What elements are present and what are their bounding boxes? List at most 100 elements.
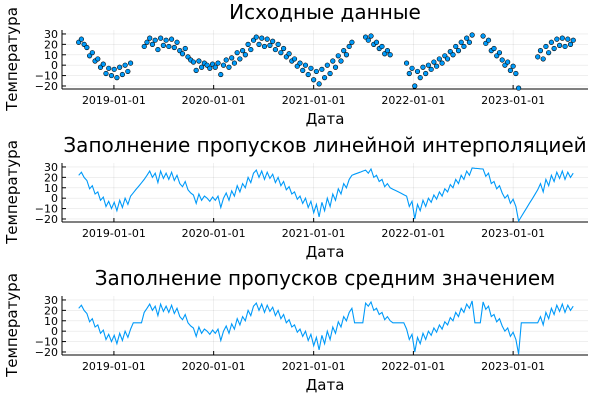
data-point xyxy=(182,45,188,52)
data-point xyxy=(335,53,341,59)
y-tick-label: 10 xyxy=(44,49,58,62)
subplot-title: Заполнение пропусков средним значением xyxy=(95,266,556,290)
data-point xyxy=(434,63,440,69)
data-point xyxy=(171,44,177,51)
data-point xyxy=(144,39,150,45)
data-point xyxy=(551,45,557,52)
data-point xyxy=(439,60,445,66)
data-point xyxy=(275,41,281,47)
data-point xyxy=(229,55,235,61)
plot-area: 2019-01-01 2020-01-01 2021-01-01 2022-01-01… xyxy=(35,294,588,373)
data-point xyxy=(431,59,437,65)
data-point xyxy=(420,64,426,70)
x-axis-label: Дата xyxy=(306,376,345,394)
data-point xyxy=(466,39,473,45)
y-tick-label: 10 xyxy=(44,315,58,328)
data-point xyxy=(365,37,371,43)
series-line xyxy=(78,300,574,355)
data-point xyxy=(373,39,380,45)
data-point xyxy=(272,46,279,53)
y-tick-label: −20 xyxy=(35,346,58,359)
data-point xyxy=(412,83,418,89)
x-tick-label: 2019-01-01 xyxy=(82,360,146,373)
data-point xyxy=(300,67,306,73)
data-point xyxy=(155,46,161,53)
x-tick-label: 2023-01-01 xyxy=(481,360,545,373)
data-point xyxy=(330,58,336,64)
data-point xyxy=(556,42,563,49)
data-point xyxy=(168,36,175,42)
data-point xyxy=(166,43,172,50)
subplot-linear-interpolation: Заполнение пропусков линейной интерполяц… xyxy=(3,133,588,261)
data-point xyxy=(270,38,276,44)
data-point xyxy=(125,68,131,75)
data-point xyxy=(480,33,486,39)
x-tick-label: 2022-01-01 xyxy=(381,360,445,373)
data-point xyxy=(95,56,101,62)
data-point xyxy=(220,62,227,68)
data-point xyxy=(291,56,298,62)
data-point xyxy=(444,56,451,62)
data-point xyxy=(237,56,243,62)
data-point xyxy=(436,56,442,62)
data-point xyxy=(108,72,115,79)
series-line xyxy=(78,167,574,223)
data-point xyxy=(343,52,350,58)
data-point xyxy=(535,54,541,60)
data-point xyxy=(567,41,574,47)
y-tick-label: 30 xyxy=(44,294,58,307)
y-tick-label: 10 xyxy=(44,182,58,195)
data-point xyxy=(218,71,224,78)
x-tick-label: 2022-01-01 xyxy=(381,94,445,107)
data-point xyxy=(491,45,497,52)
data-point xyxy=(240,48,246,54)
x-tick-label: 2019-01-01 xyxy=(82,94,146,107)
x-tick-label: 2021-01-01 xyxy=(282,94,346,107)
data-point xyxy=(515,85,522,91)
x-axis-label: Дата xyxy=(306,110,345,128)
data-point xyxy=(212,64,218,70)
data-point xyxy=(384,48,391,54)
y-tick-label: 0 xyxy=(51,325,58,338)
y-tick-label: −10 xyxy=(35,336,58,349)
data-point xyxy=(499,57,505,63)
data-point xyxy=(305,71,311,78)
data-point xyxy=(341,48,347,54)
y-tick-label: −10 xyxy=(35,70,58,83)
x-tick-label: 2023-01-01 xyxy=(481,227,545,240)
data-point xyxy=(414,68,421,75)
y-tick-label: −20 xyxy=(35,80,58,93)
y-axis-label: Температура xyxy=(3,273,21,378)
data-point xyxy=(423,70,429,77)
data-point xyxy=(297,60,303,66)
data-point xyxy=(302,62,309,68)
y-tick-label: 20 xyxy=(44,38,58,51)
data-point xyxy=(111,66,117,72)
data-point xyxy=(379,43,385,50)
data-point xyxy=(469,32,475,38)
data-point xyxy=(119,71,125,78)
data-point xyxy=(428,66,434,72)
y-tick-label: −10 xyxy=(35,203,58,216)
data-point xyxy=(231,60,238,66)
x-tick-label: 2020-01-01 xyxy=(182,94,246,107)
x-tick-label: 2022-01-01 xyxy=(381,227,445,240)
data-point xyxy=(327,70,333,77)
data-point xyxy=(223,57,229,63)
data-point xyxy=(259,35,265,41)
y-tick-label: 20 xyxy=(44,171,58,184)
data-point xyxy=(84,44,90,51)
data-point xyxy=(207,65,213,71)
data-point xyxy=(256,41,262,47)
data-point xyxy=(147,35,153,41)
data-point xyxy=(281,45,287,52)
x-tick-label: 2019-01-01 xyxy=(82,227,146,240)
plot-area: 2019-01-01 2020-01-01 2021-01-01 2022-01-01… xyxy=(35,28,588,107)
data-point xyxy=(513,70,519,77)
data-point xyxy=(286,51,292,57)
x-tick-label: 2020-01-01 xyxy=(182,227,246,240)
y-axis-label: Температура xyxy=(3,140,21,245)
data-point xyxy=(570,37,576,43)
data-point xyxy=(496,50,503,56)
